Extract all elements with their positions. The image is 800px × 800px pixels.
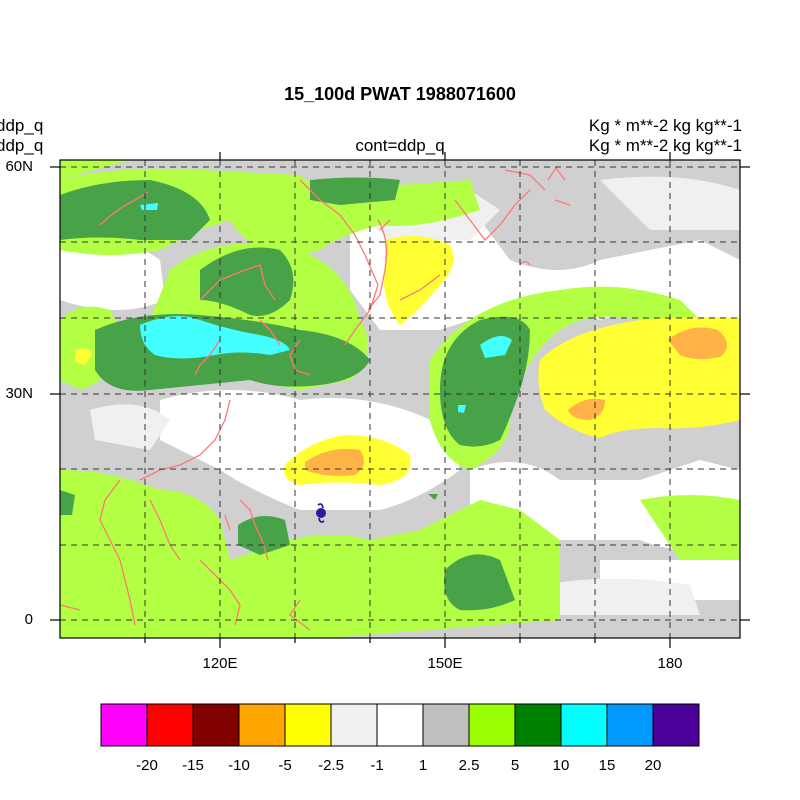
colorbar-label: 10 (552, 757, 570, 774)
colorbar-label: -1 (370, 757, 384, 774)
colorbar-swatch (422, 703, 470, 747)
colorbar-label: 5 (510, 757, 520, 774)
colorbar-swatch (238, 703, 286, 747)
colorbar-label: -2.5 (318, 757, 344, 774)
colorbar-label: 1 (418, 757, 428, 774)
units-label-2: Kg * m**-2 kg kg**-1 (588, 136, 742, 155)
typhoon-symbol-icon (316, 503, 326, 523)
colorbar-swatch (468, 703, 516, 747)
colorbar-swatch (560, 703, 608, 747)
colorbar-label: 2.5 (458, 757, 480, 774)
colorbar-swatch (652, 703, 700, 747)
colorbar-label: -15 (182, 757, 204, 774)
graticule-lines (60, 160, 740, 638)
colorbar-swatch (376, 703, 424, 747)
colorbar-label: -20 (136, 757, 158, 774)
lon-tick-120e: 120E (202, 655, 238, 672)
coastline-layer (60, 166, 571, 631)
lon-tick-150e: 150E (427, 655, 463, 672)
lon-tick-180: 180 (657, 655, 683, 672)
colorbar-swatch (514, 703, 562, 747)
lat-tick-60n: 60N (5, 158, 33, 175)
left-label-2: ddp_q (0, 136, 44, 155)
colorbar-swatch (192, 703, 240, 747)
colorbar-swatch (146, 703, 194, 747)
colorbar-label: -5 (278, 757, 292, 774)
lat-tick-30n: 30N (5, 385, 33, 402)
lat-tick-0: 0 (24, 611, 33, 628)
axis-ticks (50, 152, 750, 648)
colorbar (100, 703, 700, 747)
units-label-1: Kg * m**-2 kg kg**-1 (588, 116, 742, 135)
map-frame (59, 159, 741, 639)
colorbar-label: -10 (228, 757, 250, 774)
colorbar-swatch (330, 703, 378, 747)
colorbar-swatch (284, 703, 332, 747)
colorbar-label: 15 (598, 757, 616, 774)
plot-title: 15_100d PWAT 1988071600 (284, 84, 516, 104)
colorbar-swatch (606, 703, 654, 747)
center-label: cont=ddp_q (355, 136, 445, 155)
colorbar-swatch (100, 703, 148, 747)
contour-fill-layer (60, 160, 740, 638)
left-label-1: ddp_q (0, 116, 44, 135)
colorbar-label: 20 (644, 757, 662, 774)
